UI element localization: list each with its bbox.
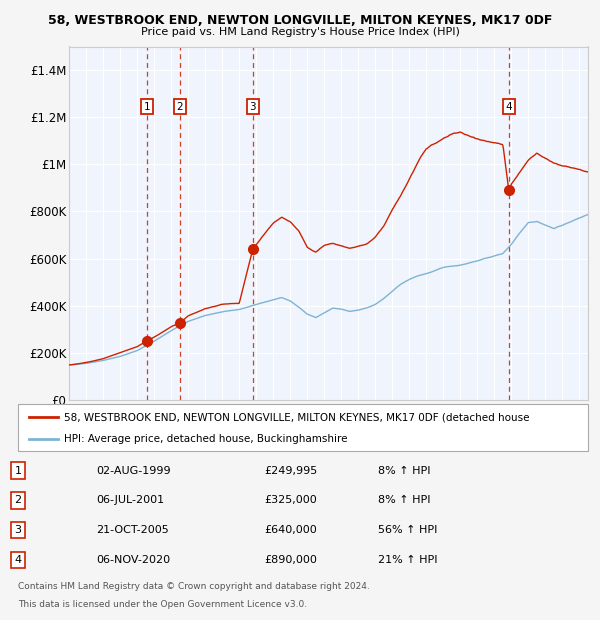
Text: 02-AUG-1999: 02-AUG-1999 <box>96 466 170 476</box>
Text: 1: 1 <box>143 102 150 112</box>
Text: 4: 4 <box>14 555 22 565</box>
Text: 2: 2 <box>14 495 22 505</box>
Text: 1: 1 <box>14 466 22 476</box>
Text: 58, WESTBROOK END, NEWTON LONGVILLE, MILTON KEYNES, MK17 0DF: 58, WESTBROOK END, NEWTON LONGVILLE, MIL… <box>48 14 552 27</box>
Text: 21% ↑ HPI: 21% ↑ HPI <box>378 555 437 565</box>
Text: 8% ↑ HPI: 8% ↑ HPI <box>378 466 431 476</box>
Text: Contains HM Land Registry data © Crown copyright and database right 2024.: Contains HM Land Registry data © Crown c… <box>18 582 370 591</box>
Text: 21-OCT-2005: 21-OCT-2005 <box>96 525 169 535</box>
Text: 4: 4 <box>506 102 512 112</box>
Text: £640,000: £640,000 <box>264 525 317 535</box>
Text: Price paid vs. HM Land Registry's House Price Index (HPI): Price paid vs. HM Land Registry's House … <box>140 27 460 37</box>
Text: 8% ↑ HPI: 8% ↑ HPI <box>378 495 431 505</box>
Text: £325,000: £325,000 <box>264 495 317 505</box>
Text: 58, WESTBROOK END, NEWTON LONGVILLE, MILTON KEYNES, MK17 0DF (detached house: 58, WESTBROOK END, NEWTON LONGVILLE, MIL… <box>64 412 529 422</box>
Text: This data is licensed under the Open Government Licence v3.0.: This data is licensed under the Open Gov… <box>18 600 307 609</box>
Text: HPI: Average price, detached house, Buckinghamshire: HPI: Average price, detached house, Buck… <box>64 433 347 444</box>
Text: 3: 3 <box>14 525 22 535</box>
Text: 3: 3 <box>250 102 256 112</box>
Text: £890,000: £890,000 <box>264 555 317 565</box>
Text: 2: 2 <box>176 102 183 112</box>
Text: 56% ↑ HPI: 56% ↑ HPI <box>378 525 437 535</box>
Text: 06-NOV-2020: 06-NOV-2020 <box>96 555 170 565</box>
Text: 06-JUL-2001: 06-JUL-2001 <box>96 495 164 505</box>
Text: £249,995: £249,995 <box>264 466 317 476</box>
